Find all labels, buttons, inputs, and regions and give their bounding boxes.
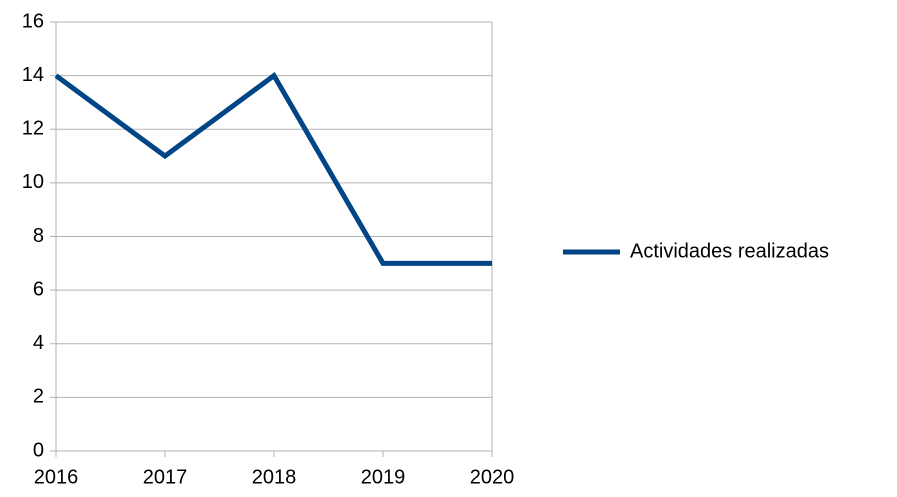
x-tick-label: 2018	[252, 466, 297, 488]
x-tick-label: 2016	[34, 466, 79, 488]
x-tick-label: 2017	[143, 466, 188, 488]
y-tick-label: 4	[33, 332, 44, 354]
y-tick-label: 2	[33, 386, 44, 408]
x-tick-label: 2020	[470, 466, 515, 488]
y-tick-label: 16	[22, 10, 44, 32]
y-tick-label: 14	[22, 64, 44, 86]
y-tick-label: 8	[33, 225, 44, 247]
legend-label: Actividades realizadas	[630, 240, 829, 262]
y-tick-label: 12	[22, 118, 44, 140]
series-line	[54, 71, 492, 266]
y-tick-label: 6	[33, 278, 44, 300]
y-tick-label: 10	[22, 171, 44, 193]
y-tick-label: 0	[33, 439, 44, 461]
x-tick-label: 2019	[361, 466, 406, 488]
